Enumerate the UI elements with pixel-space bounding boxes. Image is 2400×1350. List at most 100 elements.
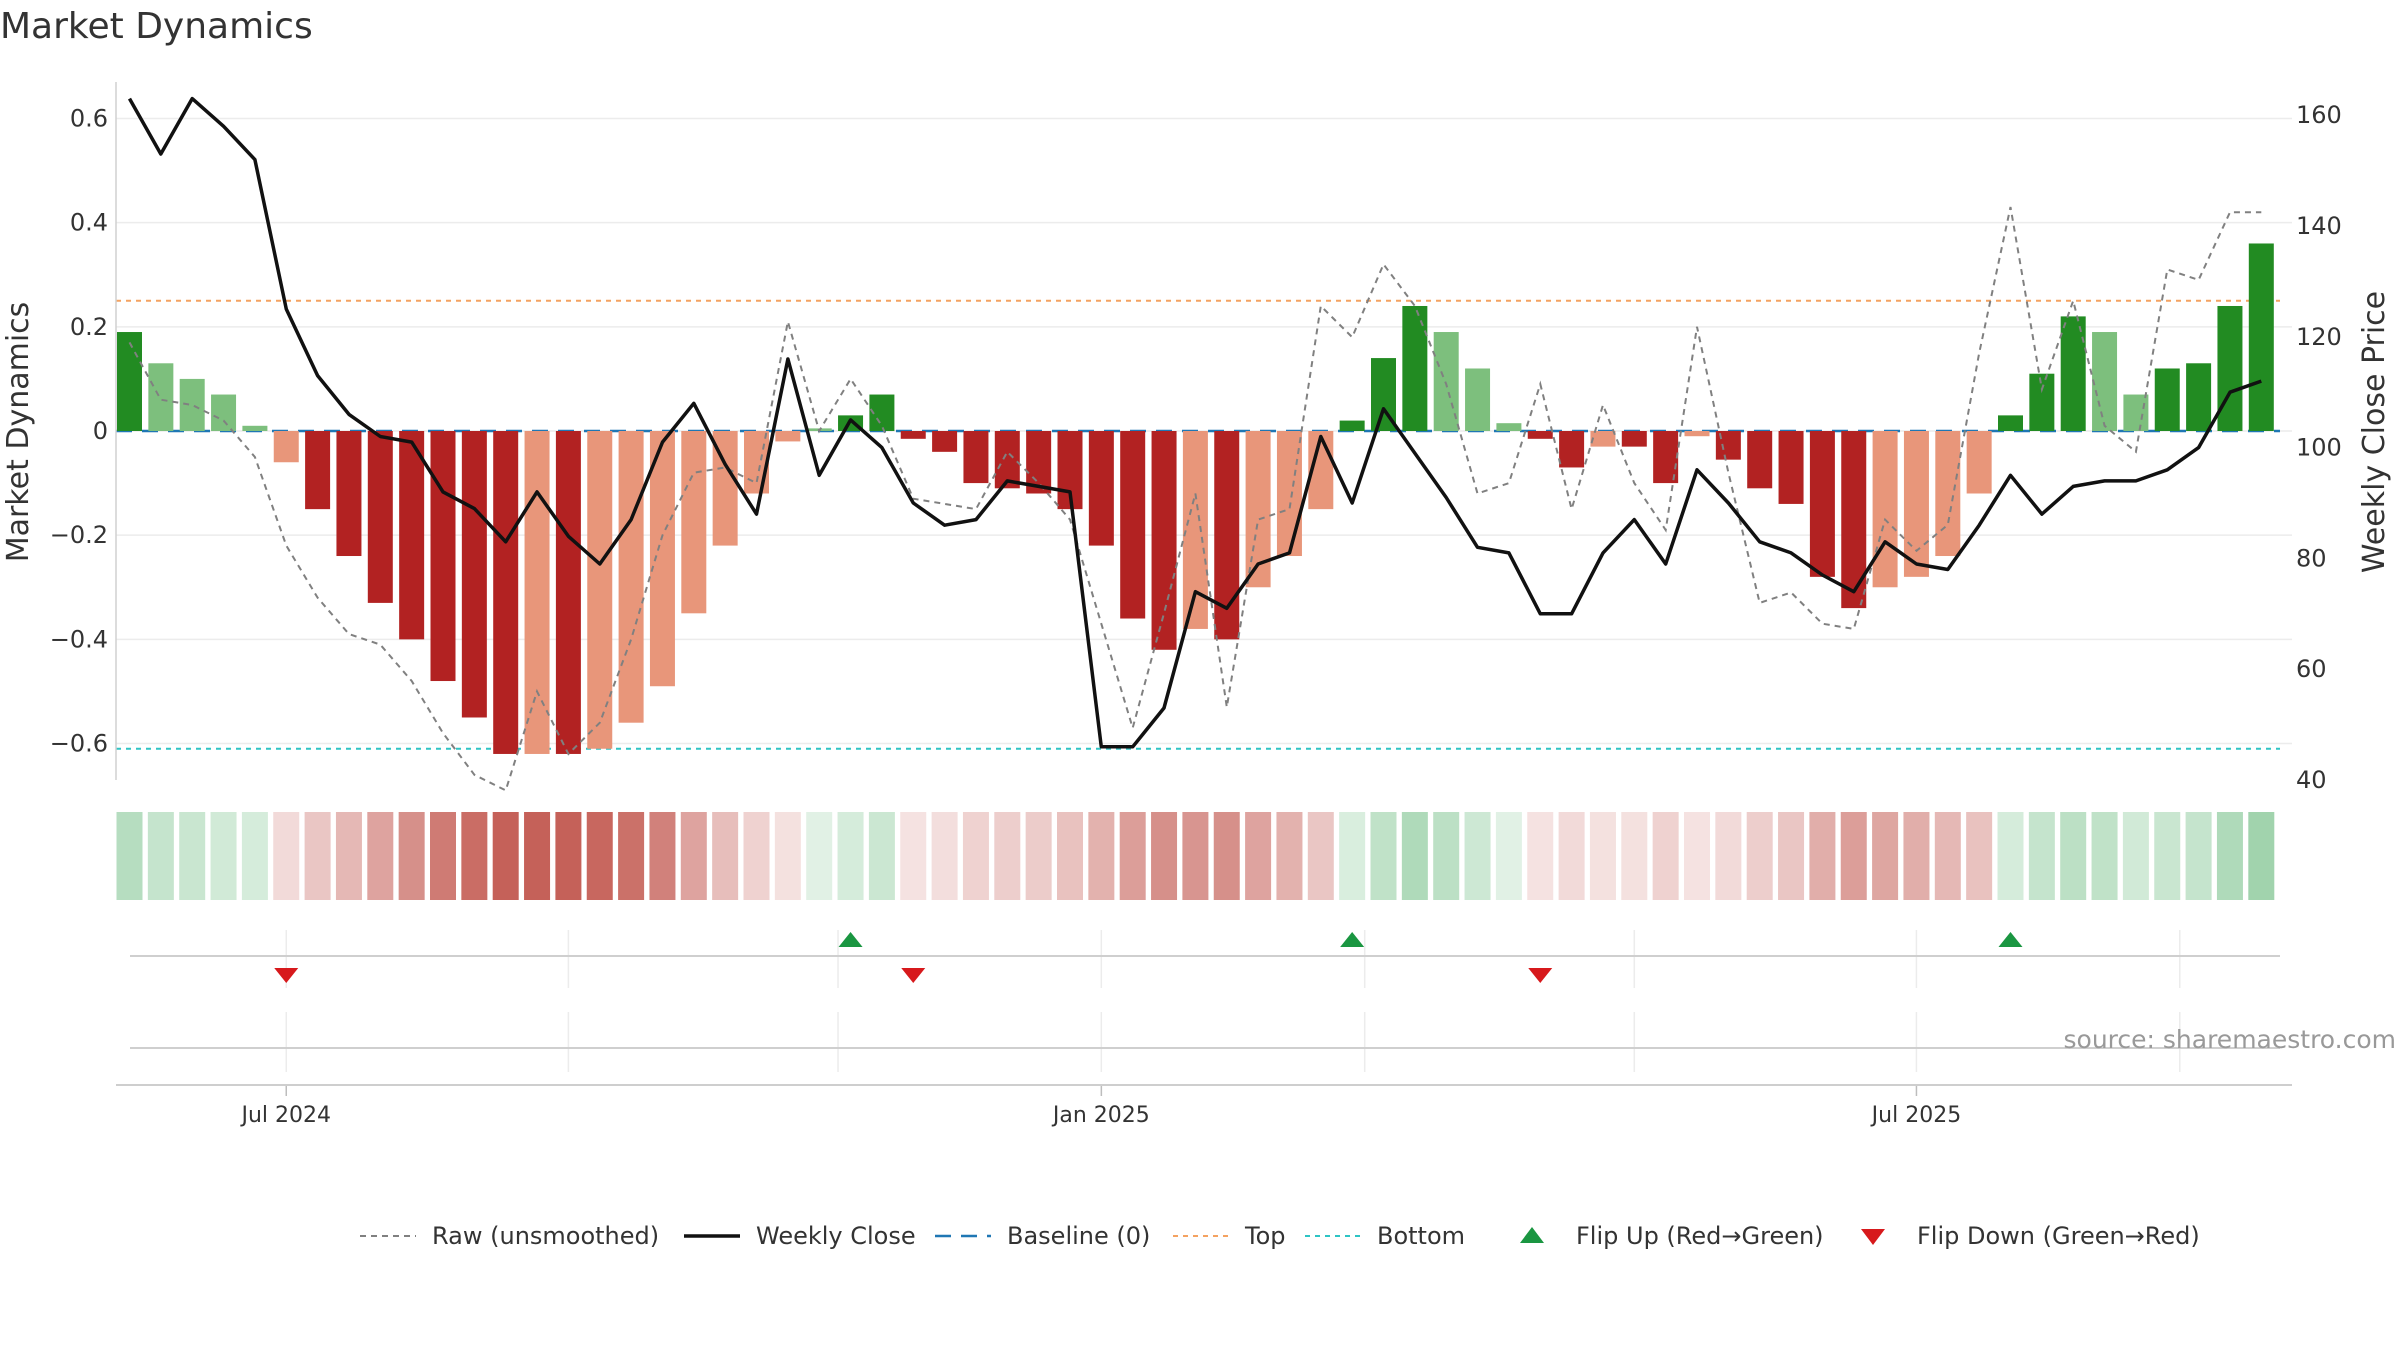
- heat-cell: [1182, 812, 1209, 900]
- flip-down-marker: [901, 968, 926, 983]
- heat-cell: [367, 812, 394, 900]
- legend-label: Baseline (0): [1007, 1222, 1150, 1250]
- legend-label: Top: [1244, 1222, 1286, 1250]
- dynamics-bar: [900, 431, 926, 439]
- dynamics-bar: [2092, 332, 2118, 431]
- dynamics-bar: [2154, 368, 2180, 431]
- legend-swatch-flip-down: [1861, 1229, 1885, 1245]
- dynamics-bar: [681, 431, 707, 614]
- dynamics-bar: [2186, 363, 2212, 431]
- dynamics-bar: [1339, 420, 1365, 431]
- dynamics-bar: [994, 431, 1020, 489]
- heat-cell: [1119, 812, 1146, 900]
- dynamics-bar: [1778, 431, 1804, 504]
- heat-cell: [398, 812, 425, 900]
- legend-label: Weekly Close: [756, 1222, 916, 1250]
- heat-cell: [1213, 812, 1240, 900]
- x-tick-label: Jul 2024: [239, 1103, 331, 1128]
- y-tick-label: 0.6: [70, 104, 108, 132]
- dynamics-bar: [618, 431, 644, 723]
- heat-cell: [1495, 812, 1522, 900]
- heat-strip: [116, 812, 2275, 900]
- chart-title: Market Dynamics: [0, 6, 313, 47]
- dynamics-bar: [367, 431, 393, 603]
- dynamics-bar: [2029, 373, 2055, 431]
- legend-item: Flip Up (Red→Green): [1520, 1222, 1824, 1250]
- dynamics-bar: [1496, 423, 1522, 431]
- legend-item: Baseline (0): [935, 1222, 1150, 1250]
- flip-up-marker: [1340, 932, 1365, 947]
- heat-cell: [1903, 812, 1930, 900]
- heat-cell: [1401, 812, 1428, 900]
- y-tick-label: −0.2: [50, 521, 108, 549]
- heat-cell: [1339, 812, 1366, 900]
- heat-cell: [1433, 812, 1460, 900]
- y2-axis-label: Weekly Close Price: [2357, 291, 2392, 573]
- heat-cell: [994, 812, 1021, 900]
- heat-cell: [1997, 812, 2024, 900]
- dynamics-bar: [1903, 431, 1929, 577]
- dynamics-bar: [744, 431, 769, 494]
- dynamics-bar: [1590, 431, 1616, 447]
- heat-cell: [712, 812, 739, 900]
- dynamics-bar: [273, 431, 299, 463]
- heat-cell: [1778, 812, 1805, 900]
- heat-cell: [806, 812, 833, 900]
- legend-item: Weekly Close: [684, 1222, 916, 1250]
- dynamics-bar: [2217, 305, 2243, 431]
- heat-cell: [931, 812, 958, 900]
- dynamics-bar: [587, 431, 613, 749]
- dynamics-bar: [963, 431, 989, 484]
- heat-cell: [1684, 812, 1710, 900]
- heat-cell: [2216, 812, 2243, 900]
- dynamics-bar: [1559, 431, 1585, 468]
- y2-tick-label: 160: [2296, 101, 2342, 129]
- flip-down-marker: [1528, 968, 1553, 983]
- dynamics-bar: [148, 363, 174, 431]
- heat-cell: [1840, 812, 1867, 900]
- heat-cell: [1276, 812, 1303, 900]
- heat-cell: [1966, 812, 1993, 900]
- legend-label: Flip Down (Green→Red): [1917, 1222, 2200, 1250]
- legend-item: Raw (unsmoothed): [360, 1222, 659, 1250]
- legend-label: Bottom: [1377, 1222, 1465, 1250]
- heat-cell: [962, 812, 989, 900]
- dynamics-bar: [1151, 431, 1177, 650]
- dynamics-bar: [1809, 431, 1835, 577]
- dynamics-bar: [649, 431, 675, 687]
- legend-item: Top: [1173, 1222, 1286, 1250]
- heat-cell: [586, 812, 613, 900]
- dynamics-bar: [1182, 431, 1208, 629]
- y-tick-label: 0.4: [70, 209, 108, 237]
- heat-cell: [2122, 812, 2149, 900]
- dynamics-bar: [1872, 431, 1898, 588]
- heat-cell: [430, 812, 456, 900]
- source-credit: source: sharemaestro.com: [2064, 1025, 2397, 1054]
- heat-cell: [1307, 812, 1334, 900]
- dynamics-bar: [1026, 431, 1052, 494]
- y2-tick-label: 120: [2296, 323, 2342, 351]
- raw-series-line: [128, 206, 2262, 792]
- heat-cell: [774, 812, 801, 900]
- dynamics-bar: [305, 431, 331, 510]
- heat-cell: [179, 812, 206, 900]
- dynamics-bar: [242, 425, 268, 431]
- heat-cell: [618, 812, 645, 900]
- heat-cell: [2248, 812, 2275, 900]
- x-tick-label: Jan 2025: [1051, 1103, 1150, 1128]
- dynamics-bar: [1621, 431, 1647, 447]
- legend-item: Flip Down (Green→Red): [1861, 1222, 2200, 1250]
- dynamics-bar: [2123, 394, 2149, 431]
- y-tick-label: 0.2: [70, 313, 108, 341]
- heat-cell: [210, 812, 237, 900]
- dynamics-bar: [1684, 431, 1710, 437]
- x-tick-label: Jul 2025: [1870, 1103, 1962, 1128]
- heat-cell: [1872, 812, 1899, 900]
- y2-tick-label: 100: [2296, 434, 2342, 462]
- heat-cell: [900, 812, 927, 900]
- dynamics-bar: [1402, 305, 1428, 431]
- dynamics-bar: [2060, 316, 2086, 431]
- dynamics-bar: [493, 431, 519, 754]
- dynamics-bar: [524, 431, 550, 754]
